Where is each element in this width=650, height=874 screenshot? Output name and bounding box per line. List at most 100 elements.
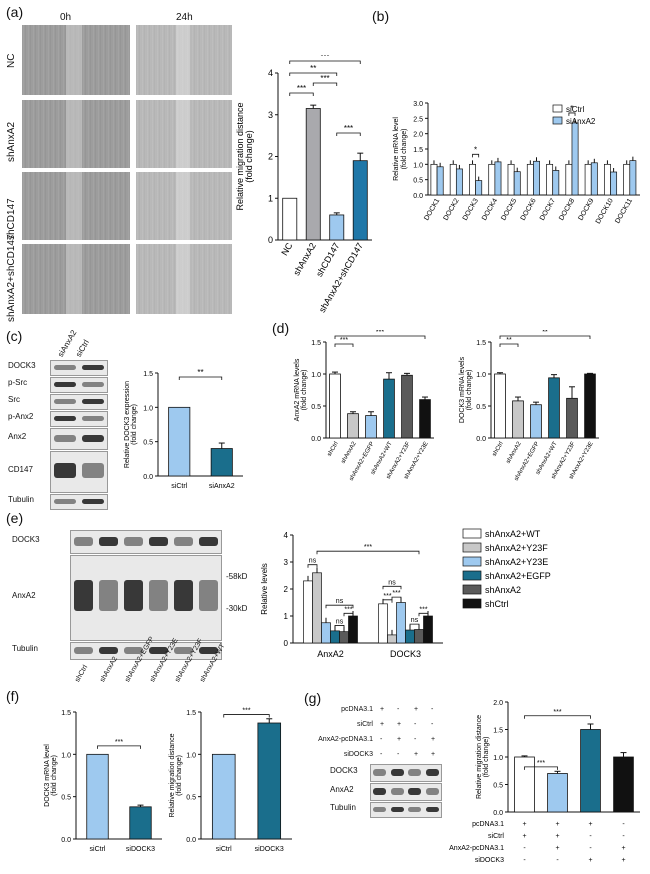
- blot-band: [99, 647, 118, 654]
- bar: [414, 629, 424, 644]
- chart-f-dock3: 0.0 0.5 1.0 1.5 DOCK3 mRNA level (fold change…: [44, 710, 162, 853]
- x-tick-label: DOCK9: [577, 197, 595, 221]
- condition-mark: -: [397, 751, 400, 758]
- blot-label: Src: [8, 395, 20, 404]
- blot-band: [425, 806, 439, 813]
- bar: [571, 122, 579, 196]
- blot-label: DOCK3: [330, 766, 358, 775]
- significance-bracket: [289, 92, 314, 96]
- bar: [329, 373, 341, 439]
- bar: [530, 404, 542, 439]
- y-axis-label: Relative mRNA level: [393, 117, 400, 181]
- blot-band: [149, 537, 168, 546]
- x-tick-label: NC: [279, 241, 294, 258]
- y-axis-label: Relative DOCK3 expression: [124, 381, 131, 468]
- x-tick-label: AnxA2: [317, 649, 344, 659]
- blot-label: CD147: [8, 465, 33, 474]
- bar: [547, 773, 568, 813]
- blot-band: [54, 364, 76, 371]
- condition-label: siDOCK3: [343, 751, 373, 758]
- bar: [210, 448, 233, 477]
- blot-band: [54, 434, 76, 443]
- significance-bracket: [289, 72, 338, 76]
- col-label-24h: 24h: [176, 12, 193, 23]
- bar: [623, 163, 631, 196]
- significance-label: **: [310, 64, 316, 73]
- blot-c-lanes: siAnxA2 siCtrl: [40, 326, 110, 359]
- y-tick-label: 1.0: [143, 405, 153, 412]
- y-axis-label: (fold change): [401, 129, 408, 170]
- legend-label: siCtrl: [566, 105, 584, 114]
- y-tick-label: 0.5: [143, 440, 153, 447]
- bar: [584, 373, 596, 439]
- blot-strip: [70, 642, 222, 660]
- panel-label-a: (a): [6, 4, 24, 20]
- y-tick-label: 0.0: [413, 193, 423, 200]
- significance-label: ***: [320, 74, 329, 83]
- significance-bracket: [336, 132, 361, 136]
- significance-label: ***: [297, 84, 306, 93]
- bar: [387, 634, 397, 644]
- blot-label: DOCK3: [8, 361, 36, 370]
- significance-label: ***: [344, 124, 353, 133]
- significance-label: ***: [364, 544, 372, 551]
- significance-bracket: [382, 599, 393, 603]
- legend-label: siAnxA2: [566, 117, 596, 126]
- y-tick-label: 1.0: [493, 755, 503, 762]
- significance-label: ***: [537, 760, 545, 767]
- y-tick-label: 1.5: [61, 710, 71, 717]
- bar: [378, 603, 388, 644]
- legend-swatch: [552, 116, 563, 125]
- condition-mark: +: [431, 751, 436, 758]
- x-tick-label: DOCK8: [558, 197, 576, 221]
- significance-bracket: [499, 335, 591, 339]
- blot-band: [199, 537, 218, 546]
- bar: [330, 630, 340, 644]
- bar: [257, 722, 282, 840]
- bar: [566, 397, 578, 439]
- bar: [629, 160, 637, 196]
- significance-label: ***: [376, 330, 384, 336]
- significance-bracket: [524, 766, 558, 770]
- condition-mark: +: [397, 736, 402, 743]
- panel-label-e: (e): [6, 510, 24, 526]
- blot-strip: [50, 428, 108, 450]
- condition-mark: +: [555, 845, 559, 852]
- x-tick-label: DOCK11: [614, 197, 634, 224]
- y-axis-label: AnxA2 mRNA levels: [294, 358, 301, 421]
- y-tick-label: 0.5: [476, 404, 486, 411]
- x-tick-label: siCtrl: [216, 846, 232, 853]
- blot-band: [82, 463, 104, 479]
- x-tick-label: DOCK3: [390, 649, 421, 659]
- bar: [347, 413, 359, 439]
- y-tick-label: 0.0: [143, 474, 153, 481]
- lane-label: siCtrl: [74, 338, 91, 359]
- bar: [312, 572, 322, 644]
- y-tick-label: 1.0: [186, 752, 196, 759]
- micrograph-0h: [22, 25, 130, 95]
- significance-bracket: [325, 604, 354, 609]
- significance-bracket: [568, 112, 576, 116]
- condition-mark: +: [431, 736, 436, 743]
- blot-label: Tubulin: [12, 644, 38, 653]
- blot-band: [373, 788, 387, 795]
- bar: [339, 631, 349, 644]
- condition-mark: -: [556, 857, 559, 864]
- significance-label: ns: [388, 579, 396, 586]
- bar: [352, 160, 368, 241]
- y-axis-label: Relative migration distance: [235, 102, 245, 210]
- lane-label: shCtrl: [74, 664, 90, 684]
- condition-label: siCtrl: [357, 721, 373, 728]
- legend-label: shCtrl: [485, 599, 509, 609]
- significance-label: ***: [242, 708, 250, 715]
- micrograph-24h: [136, 100, 232, 168]
- legend-swatch: [462, 556, 482, 567]
- blot-label: AnxA2: [12, 591, 36, 600]
- y-tick-label: 1.5: [413, 147, 423, 154]
- y-tick-label: 2: [268, 152, 273, 162]
- bar: [494, 373, 506, 439]
- blot-band: [82, 398, 104, 405]
- x-tick-label: siCtrl: [171, 483, 187, 490]
- bar: [565, 163, 573, 196]
- bar: [546, 163, 554, 196]
